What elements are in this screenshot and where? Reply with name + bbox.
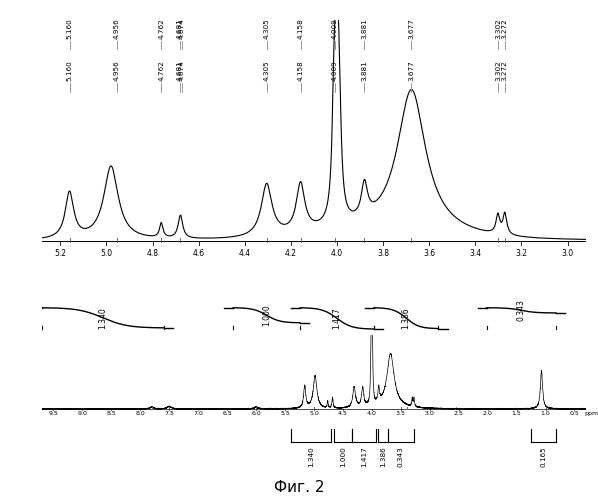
Text: 1.417: 1.417 [361,446,367,466]
Text: 5.160: 5.160 [66,18,72,39]
Text: 4.4: 4.4 [239,249,251,258]
Text: 4.762: 4.762 [158,60,164,81]
Text: 4.305: 4.305 [264,60,270,81]
Text: 4.762: 4.762 [158,18,164,39]
Text: 8.0: 8.0 [135,410,145,416]
Text: 3.4: 3.4 [469,249,481,258]
Text: 1.0: 1.0 [541,410,550,416]
Text: 3.881: 3.881 [361,60,367,81]
Text: 1.5: 1.5 [512,410,521,416]
Text: 4.2: 4.2 [285,249,297,258]
Text: 1.386: 1.386 [380,446,386,466]
Text: 4.956: 4.956 [114,18,120,39]
Text: 4.158: 4.158 [298,18,304,39]
Text: 4.305: 4.305 [264,18,270,39]
Text: 1.000: 1.000 [262,304,271,326]
Text: 4.681: 4.681 [177,18,183,39]
Text: 5.160: 5.160 [66,60,72,81]
Text: 4.681: 4.681 [177,60,183,81]
Text: 4.009: 4.009 [332,60,338,81]
Text: 2.0: 2.0 [483,410,493,416]
Text: 5.2: 5.2 [54,249,66,258]
Text: 9.0: 9.0 [78,410,87,416]
Text: 4.5: 4.5 [338,410,348,416]
Text: 3.8: 3.8 [377,249,389,258]
Text: 1.340: 1.340 [99,307,108,329]
Text: 4.158: 4.158 [298,60,304,81]
Text: 4.8: 4.8 [147,249,158,258]
Text: 1.000: 1.000 [340,446,346,466]
Text: 4.0: 4.0 [367,410,377,416]
Text: 3.5: 3.5 [396,410,405,416]
Text: 4.674: 4.674 [179,60,185,81]
Text: 4.956: 4.956 [114,60,120,81]
Text: 5.0: 5.0 [100,249,112,258]
Text: 3.677: 3.677 [408,60,414,81]
Text: 4.674: 4.674 [179,18,185,39]
Text: 3.302: 3.302 [495,18,501,39]
Text: 3.2: 3.2 [515,249,527,258]
Text: 4.6: 4.6 [193,249,205,258]
Text: 3.677: 3.677 [408,18,414,39]
Text: 4.009: 4.009 [332,18,338,39]
Text: 3.302: 3.302 [495,60,501,81]
Text: 6.5: 6.5 [222,410,232,416]
Text: 7.5: 7.5 [164,410,174,416]
Text: 3.272: 3.272 [502,18,508,39]
Text: 2.5: 2.5 [454,410,463,416]
Text: 3.0: 3.0 [562,249,573,258]
Text: 0.343: 0.343 [517,300,526,322]
Text: 1.386: 1.386 [402,308,411,329]
Text: 3.881: 3.881 [361,18,367,39]
Text: 1.417: 1.417 [332,308,341,330]
Text: 0.343: 0.343 [398,446,404,466]
Text: 0.165: 0.165 [541,446,547,466]
Text: Фиг. 2: Фиг. 2 [274,480,324,495]
Text: 8.5: 8.5 [106,410,116,416]
Text: ppm: ppm [584,410,598,416]
Text: 6.0: 6.0 [251,410,261,416]
Text: 4.0: 4.0 [331,249,343,258]
Text: 3.6: 3.6 [423,249,435,258]
Text: 5.5: 5.5 [280,410,290,416]
Text: 5.0: 5.0 [309,410,319,416]
Text: 3.0: 3.0 [425,410,435,416]
Text: 0.5: 0.5 [569,410,579,416]
Text: 9.5: 9.5 [48,410,59,416]
Text: 1.340: 1.340 [308,446,314,466]
Text: 7.0: 7.0 [193,410,203,416]
Text: 3.272: 3.272 [502,60,508,81]
